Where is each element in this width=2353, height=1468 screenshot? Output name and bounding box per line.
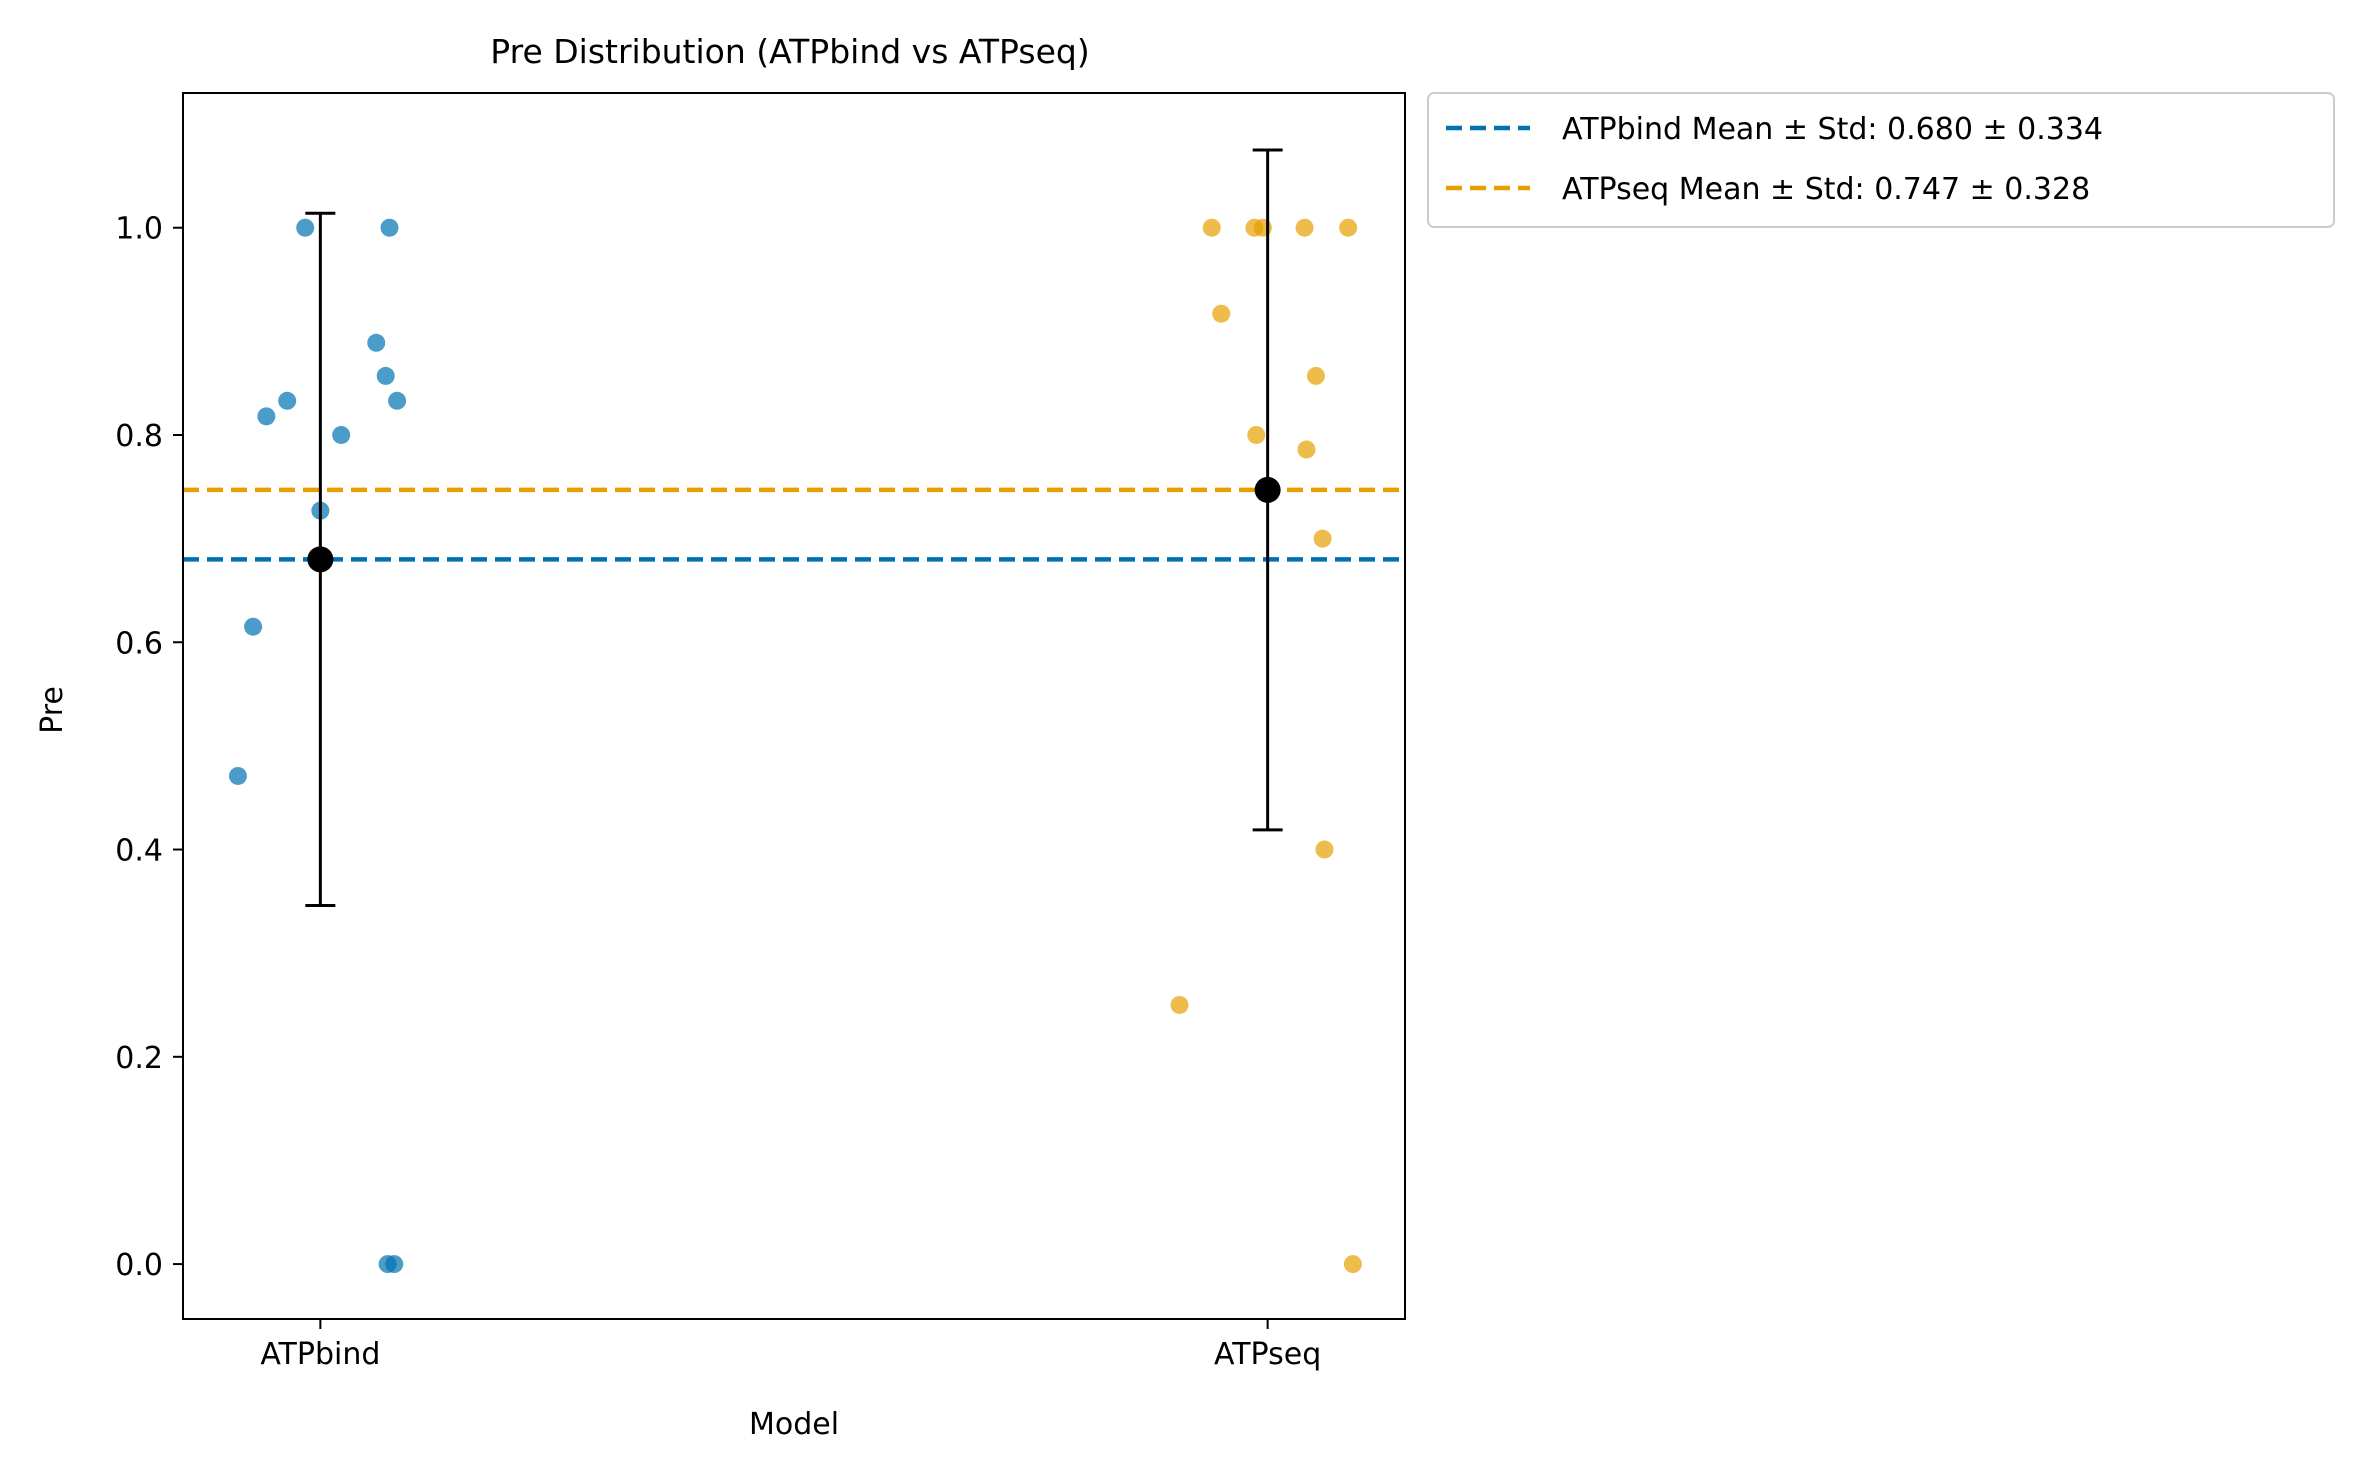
point-atpseq-2	[1212, 304, 1231, 323]
point-atpbind-1	[244, 617, 263, 636]
point-atpseq-10	[1315, 840, 1334, 859]
point-atpbind-6	[332, 425, 351, 444]
point-atpseq-1	[1202, 218, 1221, 237]
chart-title: Pre Distribution (ATPbind vs ATPseq)	[490, 32, 1089, 71]
y-axis-label: Pre	[35, 686, 70, 734]
point-atpbind-2	[257, 407, 276, 426]
y-tick-label: 0.2	[115, 1041, 163, 1076]
point-atpseq-12	[1343, 1255, 1362, 1274]
point-atpbind-7	[367, 333, 386, 352]
point-atpseq-6	[1295, 218, 1314, 237]
point-atpseq-8	[1306, 366, 1325, 385]
plot-area	[183, 148, 1405, 1274]
mean-marker-atpseq	[1254, 476, 1281, 503]
point-atpbind-9	[380, 218, 399, 237]
x-axis-label: Model	[749, 1407, 839, 1442]
x-tick-label-atpbind: ATPbind	[260, 1337, 380, 1372]
point-atpseq-9	[1313, 529, 1332, 548]
point-atpbind-8	[376, 366, 395, 385]
point-atpseq-5	[1253, 218, 1272, 237]
y-tick-label: 1.0	[115, 212, 163, 247]
point-atpbind-0	[228, 766, 247, 785]
point-atpbind-12	[385, 1255, 404, 1274]
x-tick-label-atpseq: ATPseq	[1214, 1337, 1321, 1372]
y-tick-label: 0.0	[115, 1248, 163, 1283]
point-atpseq-0	[1170, 995, 1189, 1014]
axes-frame	[182, 92, 1406, 1320]
legend-label-atpbind: ATPbind Mean ± Std: 0.680 ± 0.334	[1562, 112, 2103, 147]
point-atpbind-3	[278, 391, 297, 410]
point-atpbind-4	[296, 218, 315, 237]
y-tick-label: 0.4	[115, 834, 163, 869]
mean-marker-atpbind	[307, 546, 334, 573]
point-atpseq-11	[1339, 218, 1358, 237]
legend: ATPbind Mean ± Std: 0.680 ± 0.334 ATPseq…	[1427, 92, 2335, 228]
point-atpseq-4	[1247, 425, 1266, 444]
legend-label-atpseq: ATPseq Mean ± Std: 0.747 ± 0.328	[1562, 172, 2090, 207]
point-atpseq-7	[1297, 440, 1316, 459]
legend-box	[1427, 92, 2335, 228]
point-atpbind-10	[388, 391, 407, 410]
y-tick-label: 0.8	[115, 419, 163, 454]
y-tick-label: 0.6	[115, 626, 163, 661]
